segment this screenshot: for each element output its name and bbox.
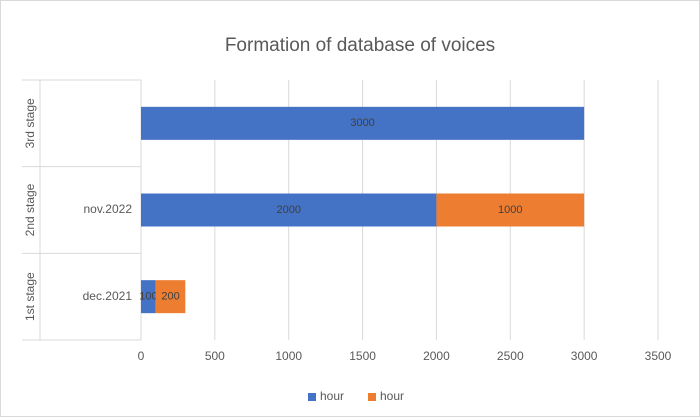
x-tick-label: 2500 [497, 349, 524, 363]
bar [436, 193, 585, 227]
group-label: 1st stage [23, 272, 37, 321]
chart-title: Formation of database of voices [225, 35, 495, 56]
x-tick-label: 1500 [349, 349, 376, 363]
y-tick-label: dec.2021 [83, 289, 133, 303]
bar [141, 106, 585, 140]
bar [141, 280, 156, 314]
data-label: 100 [139, 291, 157, 303]
x-tick-label: 500 [205, 349, 225, 363]
bar [155, 280, 186, 314]
data-label: 200 [161, 291, 179, 303]
x-tick-label: 2000 [423, 349, 450, 363]
data-label: 3000 [350, 117, 374, 129]
x-tick-label: 1000 [275, 349, 302, 363]
bar [141, 193, 437, 227]
legend-label: hour [380, 389, 404, 403]
x-tick-label: 3000 [571, 349, 598, 363]
legend-label: hour [320, 389, 344, 403]
data-label: 1000 [498, 204, 522, 216]
data-label: 2000 [276, 204, 300, 216]
legend-swatch [308, 393, 316, 401]
group-label: 3rd stage [23, 98, 37, 148]
x-tick-label: 3500 [645, 349, 672, 363]
legend-swatch [368, 393, 376, 401]
group-label: 2nd stage [23, 183, 37, 236]
x-tick-label: 0 [138, 349, 145, 363]
y-tick-label: nov.2022 [84, 202, 133, 216]
